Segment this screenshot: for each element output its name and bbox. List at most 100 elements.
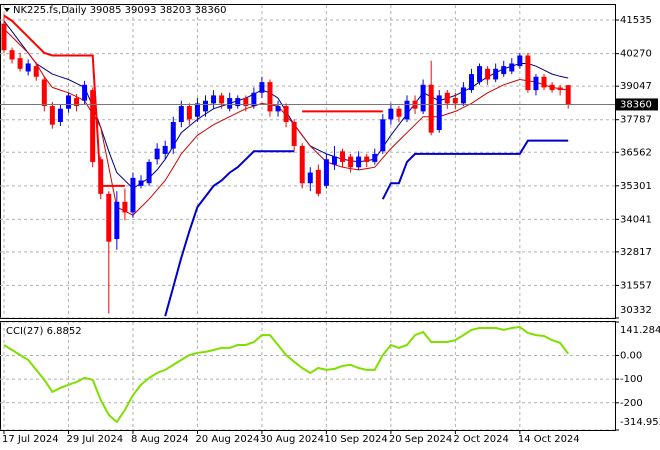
y-tick-label: 31557 (620, 280, 652, 291)
overlay-line (164, 139, 569, 317)
candle-body (380, 119, 386, 152)
candle-body (356, 156, 362, 168)
y-tick-label: 34041 (620, 214, 652, 225)
candle-body (396, 108, 402, 117)
candle-body (348, 156, 354, 168)
candle-body (331, 156, 337, 165)
y-tick-label: 39047 (620, 81, 652, 92)
candle-body (138, 180, 144, 186)
y-tick-label: 37787 (620, 115, 652, 126)
x-tick-label: 20 Aug 2024 (195, 434, 259, 445)
candle-body (1, 23, 7, 51)
last-price-label: 38360 (620, 99, 652, 110)
candle-body (517, 55, 523, 67)
candle-body (219, 95, 225, 104)
candle-body (203, 100, 208, 112)
candle-body (98, 159, 104, 194)
overlay-line (3, 14, 383, 187)
candle-body (33, 66, 39, 77)
candle-body (557, 87, 563, 91)
candle-body (485, 68, 491, 80)
x-tick-label: 8 Aug 2024 (131, 434, 189, 445)
y-tick-label: 35301 (620, 181, 652, 192)
candle-body (82, 84, 88, 101)
candle-body (17, 58, 23, 69)
x-tick-label: 14 Oct 2024 (518, 434, 580, 445)
candle-body (25, 63, 31, 72)
candle-body (468, 74, 474, 91)
x-tick-label: 20 Sep 2024 (389, 434, 452, 445)
candle-body (404, 100, 410, 120)
x-tick-label: 29 Jul 2024 (66, 434, 123, 445)
x-tick-label: 30 Aug 2024 (260, 434, 324, 445)
candle-body (340, 151, 346, 162)
candle-body (509, 63, 515, 72)
candle-body (106, 193, 112, 242)
x-tick-label: 2 Oct 2024 (453, 434, 508, 445)
y-tick-label: -200 (620, 398, 643, 409)
y-tick-label: 40270 (620, 49, 652, 60)
last-price-box (616, 98, 658, 111)
candle-body (186, 106, 192, 120)
candle-body (372, 153, 378, 162)
candle-body (420, 84, 426, 112)
cci-title: CCI(27) 6.8852 (6, 326, 82, 337)
candle-body (444, 92, 450, 104)
candle-body (49, 106, 55, 125)
candle-body (57, 108, 63, 123)
candle-body (146, 161, 152, 184)
y-tick-label: 141.2847 (620, 325, 660, 336)
candle-body (211, 95, 217, 104)
candle-body (9, 50, 15, 60)
candle-body (114, 201, 120, 240)
candle-body (251, 92, 257, 107)
y-tick-label: 30332 (620, 305, 652, 316)
candle-body (533, 76, 539, 91)
candle-body (130, 177, 136, 213)
candle-body (493, 68, 499, 80)
title-arrow (4, 8, 10, 12)
candle-body (323, 159, 329, 186)
candle-body (194, 103, 200, 117)
candle-body (162, 145, 168, 154)
candle-body (477, 66, 483, 83)
y-tick-label: 0.00 (620, 350, 642, 361)
candle-body (74, 98, 80, 107)
candle-body (525, 55, 531, 91)
y-tick-label: 32817 (620, 247, 652, 258)
main-frame (0, 4, 616, 319)
candle-body (90, 90, 96, 162)
candle-body (460, 87, 466, 104)
y-tick-label: 36562 (620, 147, 652, 158)
candle-body (541, 76, 547, 88)
candle-body (428, 84, 434, 133)
candle-body (501, 66, 507, 75)
candle-body (170, 122, 176, 149)
x-tick-label: 17 Jul 2024 (2, 434, 59, 445)
candle-body (235, 98, 241, 107)
candle-body (243, 98, 249, 107)
candle-body (178, 106, 184, 123)
candle-body (315, 169, 321, 194)
cci-frame (0, 321, 616, 431)
candle-body (364, 156, 370, 162)
candle-body (307, 172, 313, 184)
y-tick-label: -100 (620, 374, 643, 385)
x-tick-label: 10 Sep 2024 (324, 434, 387, 445)
candle-body (565, 85, 571, 105)
candle-body (267, 82, 273, 112)
candle-body (122, 201, 128, 213)
chart-title: NK225.fs,Daily 39085 39093 38203 38360 (13, 5, 226, 16)
candle-body (65, 95, 71, 109)
y-tick-label: -314.9530 (620, 417, 660, 428)
candle-body (41, 79, 47, 107)
candle-body (549, 84, 555, 91)
axes: 41535 40270 39047 37787 36562 35301 34041 32817… (2, 15, 660, 445)
y-tick-label: 41535 (620, 15, 652, 26)
cci-line (3, 325, 570, 424)
main-plot (0, 5, 615, 318)
candle-body (436, 95, 442, 130)
candle-body (154, 148, 160, 160)
